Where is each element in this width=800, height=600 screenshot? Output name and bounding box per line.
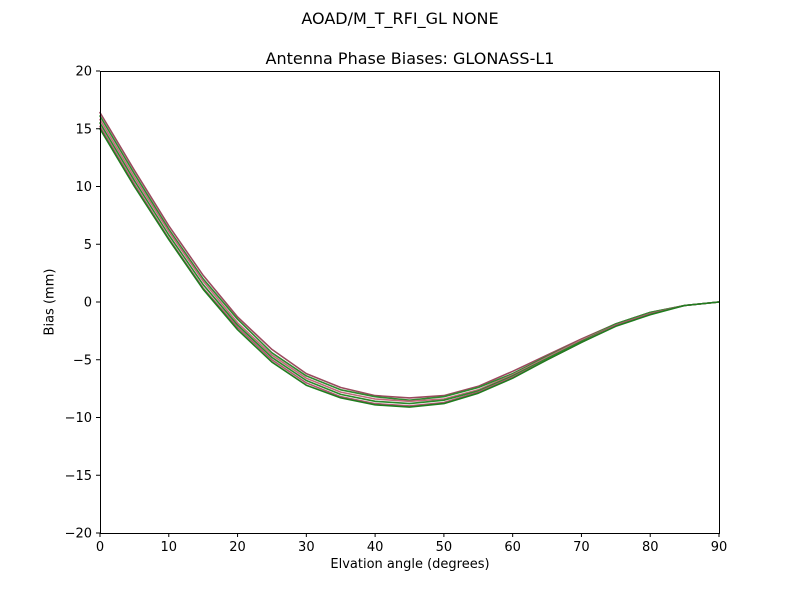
- y-tick-label: 20: [75, 65, 92, 80]
- y-tick-label: 15: [75, 122, 92, 137]
- bias-curve: [99, 115, 720, 402]
- y-tick-label: −20: [65, 527, 92, 542]
- x-tick-label: 50: [436, 540, 453, 555]
- x-tick-label: 10: [161, 540, 178, 555]
- y-tick-label: 5: [84, 238, 92, 253]
- chart-subtitle: Antenna Phase Biases: GLONASS-L1: [265, 49, 555, 68]
- x-tick-label: 60: [504, 540, 521, 555]
- bias-curve: [99, 128, 720, 408]
- x-tick-label: 70: [573, 540, 590, 555]
- axes-frame: [100, 71, 720, 534]
- x-tick-label: 20: [229, 540, 246, 555]
- x-tick-label: 40: [367, 540, 384, 555]
- x-tick-label: 30: [298, 540, 315, 555]
- x-tick-label: 80: [642, 540, 659, 555]
- x-axis-label: Elvation angle (degrees): [330, 557, 490, 572]
- bias-curve: [99, 111, 720, 399]
- y-axis-label: Bias (mm): [42, 268, 58, 336]
- y-tick-label: −10: [65, 411, 92, 426]
- chart-title: AOAD/M_T_RFI_GL NONE: [301, 9, 499, 28]
- x-tick-label: 90: [711, 540, 728, 555]
- x-tick-label: 0: [96, 540, 104, 555]
- y-tick-label: 10: [75, 180, 92, 195]
- y-tick-label: 0: [84, 296, 92, 311]
- y-tick-label: −15: [65, 469, 92, 484]
- y-tick-label: −5: [73, 353, 92, 368]
